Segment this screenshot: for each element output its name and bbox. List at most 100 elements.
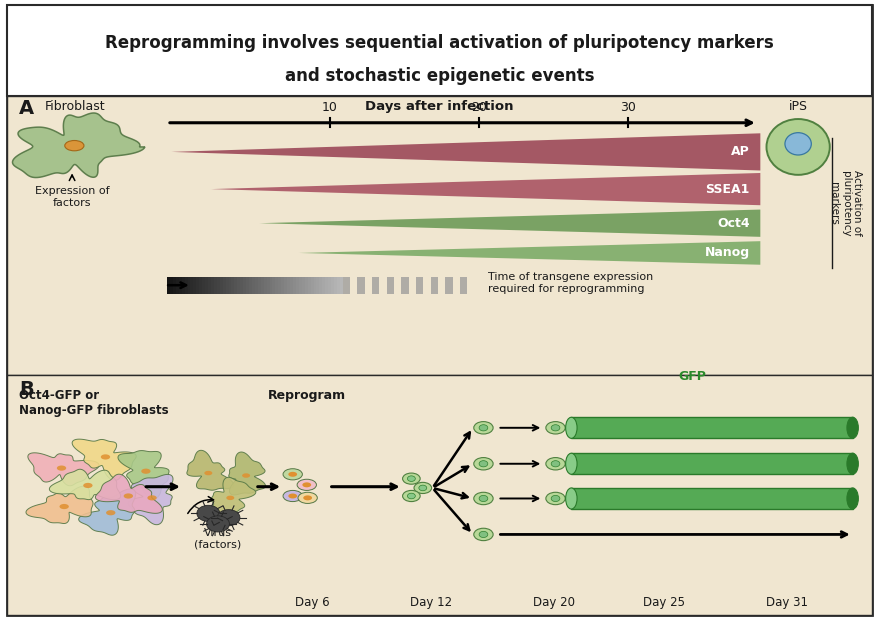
Bar	[191, 277, 193, 294]
Bar	[208, 277, 211, 294]
Text: Day 6: Day 6	[294, 596, 329, 609]
Bar	[266, 277, 270, 294]
Bar	[211, 277, 213, 294]
Bar	[178, 277, 182, 294]
Bar	[357, 277, 364, 294]
Text: Oct4-GFP or
Nanog-GFP fibroblasts: Oct4-GFP or Nanog-GFP fibroblasts	[19, 389, 169, 417]
Ellipse shape	[479, 461, 487, 467]
Ellipse shape	[402, 473, 420, 484]
Bar	[7, 5, 871, 96]
Ellipse shape	[204, 471, 212, 476]
Polygon shape	[211, 173, 759, 205]
Text: Oct4: Oct4	[716, 217, 749, 229]
Bar	[307, 277, 310, 294]
Ellipse shape	[297, 479, 316, 490]
Bar	[263, 277, 266, 294]
Bar	[278, 277, 281, 294]
Ellipse shape	[141, 469, 150, 474]
Bar	[213, 277, 217, 294]
Bar	[571, 453, 852, 474]
Bar	[371, 277, 379, 294]
Bar	[196, 277, 199, 294]
Ellipse shape	[846, 417, 857, 438]
Text: Time of transgene expression
required for reprogramming: Time of transgene expression required fo…	[487, 272, 652, 293]
Text: Day 25: Day 25	[642, 596, 684, 609]
Bar	[173, 277, 176, 294]
Ellipse shape	[565, 453, 576, 474]
Ellipse shape	[226, 495, 234, 500]
Bar	[272, 277, 275, 294]
Bar	[305, 277, 307, 294]
Polygon shape	[26, 486, 93, 523]
Bar	[430, 277, 437, 294]
Ellipse shape	[479, 495, 487, 502]
Text: 10: 10	[321, 101, 337, 114]
Ellipse shape	[473, 422, 493, 434]
Ellipse shape	[473, 528, 493, 541]
Ellipse shape	[545, 422, 565, 434]
Ellipse shape	[148, 495, 156, 500]
Bar	[571, 417, 852, 438]
Bar	[331, 277, 334, 294]
Polygon shape	[228, 452, 265, 495]
Ellipse shape	[419, 485, 427, 491]
Bar	[342, 277, 349, 294]
Bar	[401, 277, 408, 294]
Text: Reprogram: Reprogram	[268, 389, 346, 402]
Text: B: B	[19, 380, 34, 399]
Polygon shape	[118, 451, 169, 498]
Bar	[184, 277, 187, 294]
Bar	[246, 277, 248, 294]
Bar	[340, 277, 342, 294]
Ellipse shape	[124, 494, 133, 498]
Bar	[202, 277, 205, 294]
Ellipse shape	[83, 483, 92, 488]
Ellipse shape	[479, 425, 487, 431]
Polygon shape	[299, 241, 759, 265]
Ellipse shape	[60, 504, 68, 509]
Bar	[248, 277, 252, 294]
Ellipse shape	[288, 494, 297, 498]
Ellipse shape	[402, 490, 420, 502]
Bar	[220, 277, 222, 294]
Bar	[228, 277, 231, 294]
Polygon shape	[187, 450, 234, 490]
Ellipse shape	[303, 495, 312, 500]
Ellipse shape	[283, 490, 302, 502]
Bar	[187, 277, 191, 294]
Polygon shape	[96, 474, 162, 513]
Bar	[176, 277, 178, 294]
Bar	[222, 277, 226, 294]
Text: iPS: iPS	[788, 100, 807, 113]
Bar	[281, 277, 284, 294]
Bar	[270, 277, 272, 294]
Bar	[571, 488, 852, 509]
Bar	[255, 277, 257, 294]
Text: GFP: GFP	[678, 370, 706, 383]
Bar	[284, 277, 287, 294]
Polygon shape	[49, 469, 120, 500]
Bar	[167, 277, 169, 294]
Bar	[231, 277, 234, 294]
Ellipse shape	[479, 531, 487, 538]
Bar	[261, 277, 263, 294]
Text: and stochastic epigenetic events: and stochastic epigenetic events	[284, 66, 594, 85]
Bar	[296, 277, 299, 294]
Bar	[386, 277, 393, 294]
Bar	[243, 277, 246, 294]
Bar	[275, 277, 278, 294]
Bar	[290, 277, 292, 294]
Text: Expression of
factors: Expression of factors	[35, 186, 109, 208]
Bar	[287, 277, 290, 294]
Ellipse shape	[551, 495, 559, 502]
Ellipse shape	[217, 510, 240, 526]
Ellipse shape	[407, 476, 414, 481]
Ellipse shape	[473, 492, 493, 505]
Ellipse shape	[846, 488, 857, 509]
Polygon shape	[12, 113, 145, 177]
Text: Nanog: Nanog	[704, 247, 749, 259]
Bar	[310, 277, 313, 294]
Ellipse shape	[545, 492, 565, 505]
Text: Reprogramming involves sequential activation of pluripotency markers: Reprogramming involves sequential activa…	[105, 34, 773, 53]
Text: Activation of
pluripotency
markers: Activation of pluripotency markers	[828, 170, 861, 236]
